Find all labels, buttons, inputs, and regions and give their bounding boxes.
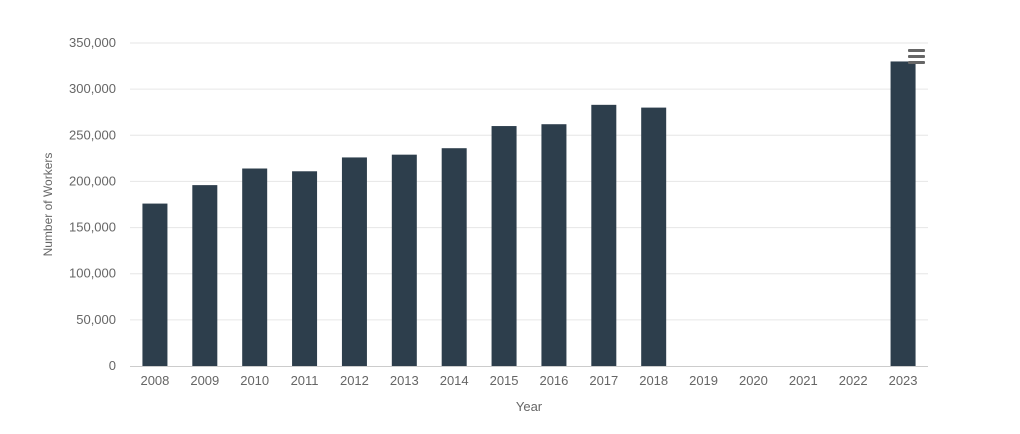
- x-tick-label: 2020: [739, 373, 768, 388]
- bar[interactable]: [192, 185, 218, 366]
- bar[interactable]: [491, 126, 517, 366]
- bar[interactable]: [641, 107, 667, 366]
- y-tick-label: 100,000: [69, 266, 116, 281]
- x-tick-label: 2021: [789, 373, 818, 388]
- x-tick-label: 2022: [839, 373, 868, 388]
- hamburger-menu-icon: [907, 54, 925, 58]
- x-tick-label: 2011: [291, 373, 319, 388]
- x-tick-label: 2014: [440, 373, 469, 388]
- x-tick-label: 2015: [490, 373, 519, 388]
- hamburger-menu-icon: [907, 48, 925, 52]
- y-tick-label: 200,000: [69, 173, 116, 188]
- x-tick-label: 2009: [190, 373, 219, 388]
- y-tick-label: 350,000: [69, 35, 116, 50]
- y-axis-title: Number of Workers: [41, 153, 55, 257]
- bar[interactable]: [890, 61, 916, 366]
- x-tick-label: 2023: [889, 373, 918, 388]
- bar[interactable]: [292, 171, 318, 366]
- hamburger-menu-icon: [907, 60, 925, 64]
- chart-menu-button[interactable]: [904, 45, 928, 67]
- x-axis-title: Year: [516, 399, 543, 414]
- x-tick-label: 2013: [390, 373, 419, 388]
- bar[interactable]: [441, 148, 467, 366]
- x-axis-ticks: 2008 2009 2010 2011 2012 2013 2014 2015 2016 2017…: [140, 373, 917, 388]
- y-tick-label: 150,000: [69, 220, 116, 235]
- bar[interactable]: [242, 168, 268, 366]
- y-axis-ticks: 0 50,000 100,000 150,000 200,000 250,000 300,0…: [69, 35, 116, 373]
- y-tick-label: 250,000: [69, 127, 116, 142]
- y-tick-label: 300,000: [69, 81, 116, 96]
- x-tick-label: 2019: [689, 373, 718, 388]
- x-tick-label: 2017: [589, 373, 618, 388]
- y-tick-label: 50,000: [76, 312, 116, 327]
- x-tick-label: 2018: [639, 373, 668, 388]
- x-tick-label: 2008: [140, 373, 169, 388]
- bar[interactable]: [541, 124, 567, 366]
- bar[interactable]: [591, 104, 617, 367]
- bar[interactable]: [341, 157, 367, 366]
- y-tick-label: 0: [109, 358, 116, 373]
- bar[interactable]: [391, 154, 417, 366]
- x-tick-label: 2016: [539, 373, 568, 388]
- x-tick-label: 2012: [340, 373, 369, 388]
- bar[interactable]: [142, 203, 168, 366]
- x-tick-label: 2010: [240, 373, 269, 388]
- bars: [142, 61, 916, 367]
